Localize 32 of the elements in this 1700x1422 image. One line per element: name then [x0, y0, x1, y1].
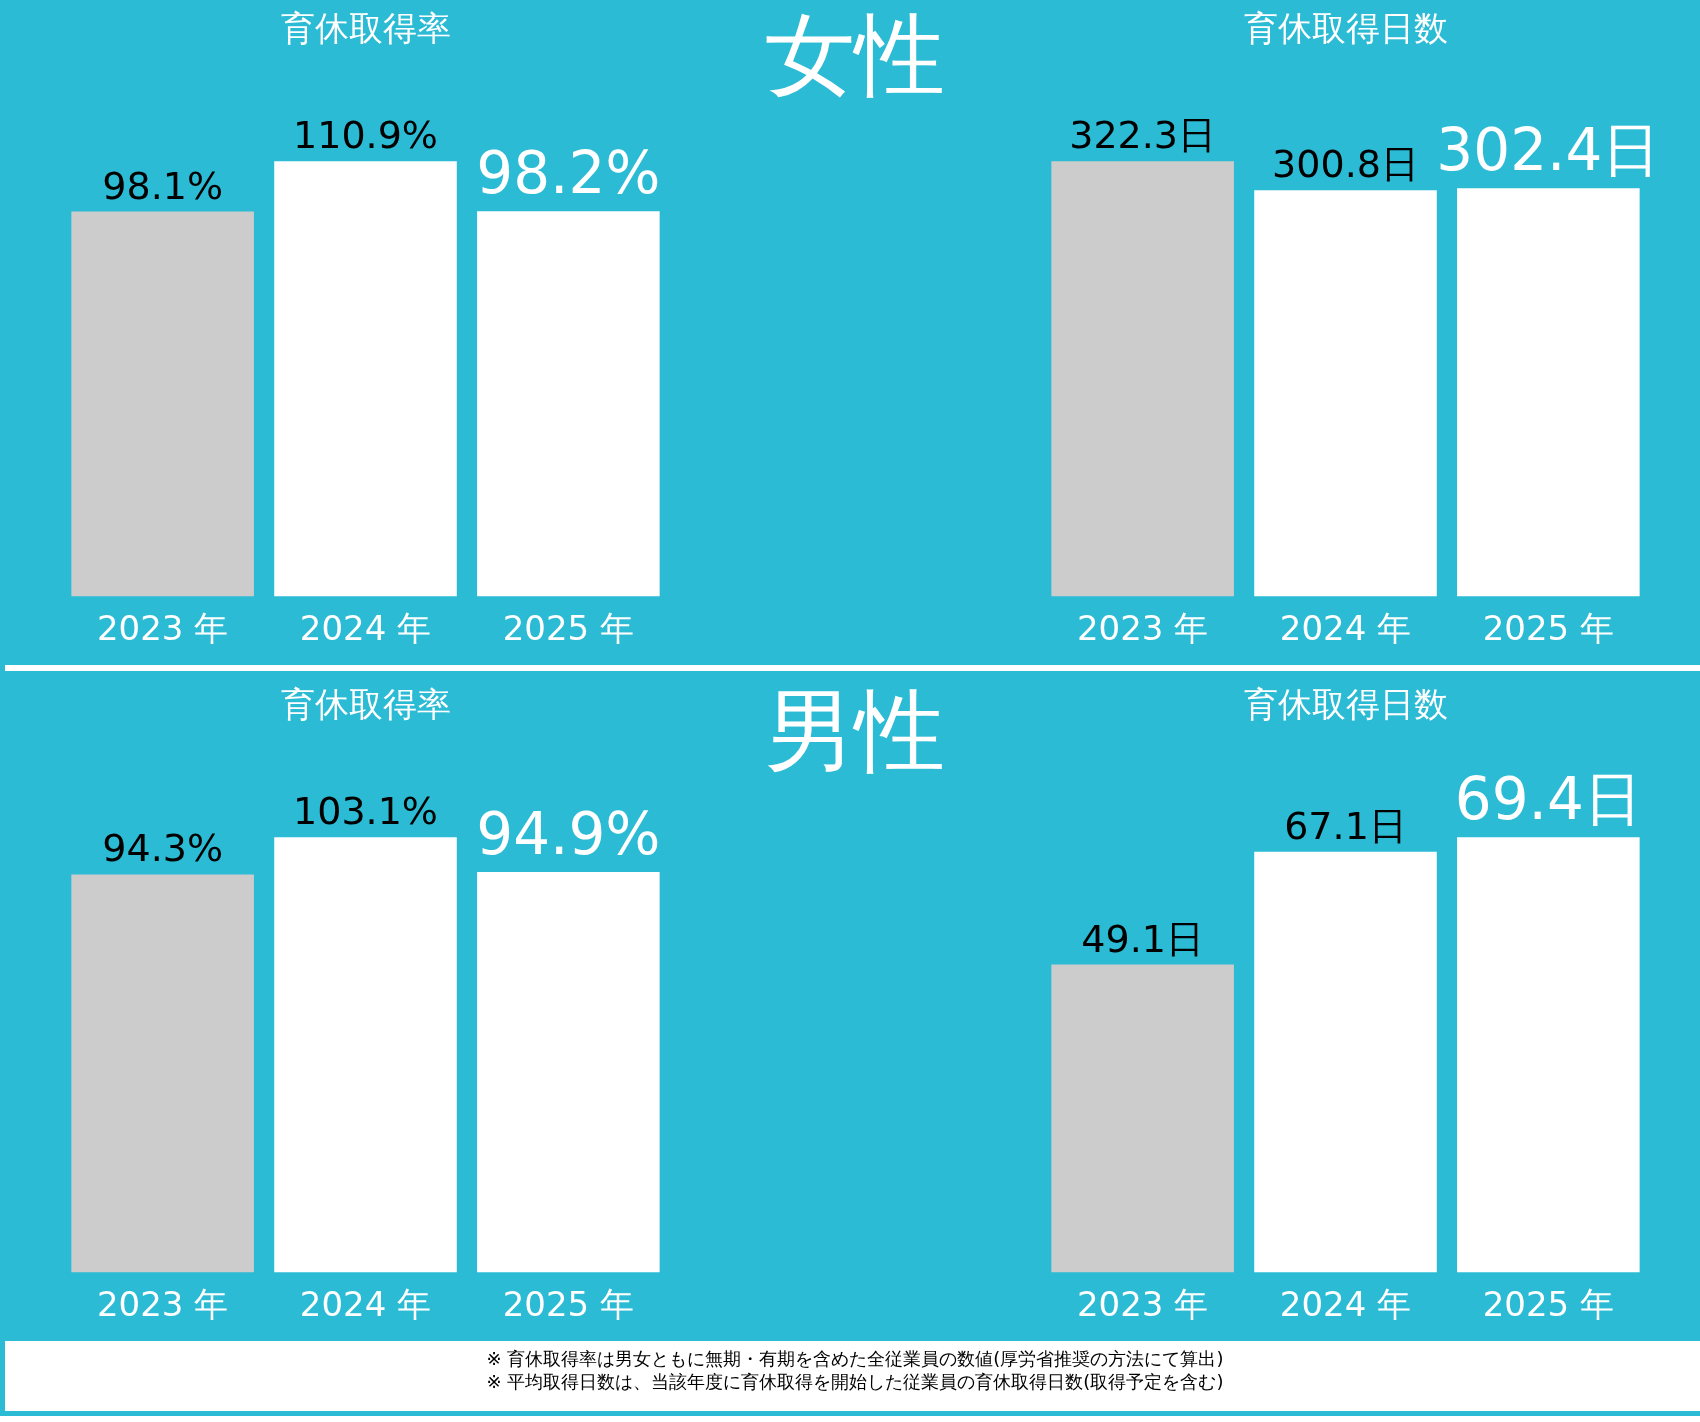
chart-title: 育休取得率 — [280, 683, 451, 724]
x-tick-label: 2025 年 — [1482, 1283, 1615, 1324]
text: ※ 育休取得率は男女ともに無期・有期を含めた全従業員の数値(厚労省推奨の方法にて算出) — [485, 1347, 1225, 1371]
data-label: 67.1日 — [1284, 803, 1407, 848]
x-tick-label: 2023 年 — [1076, 1283, 1209, 1324]
x-tick-label: 2024 年 — [299, 607, 432, 648]
chart-title: 育休取得率 — [280, 7, 451, 48]
x-tick-label: 2025 年 — [502, 1283, 635, 1324]
x-tick-label: 2023 年 — [1076, 607, 1209, 648]
text: ※ 平均取得日数は、当該年度に育休取得を開始した従業員の育休取得日数(取得予定を含む) — [485, 1370, 1225, 1394]
x-tick-label: 2024 年 — [299, 1283, 432, 1324]
x-tick-label: 2025 年 — [502, 607, 635, 648]
data-label: 49.1日 — [1081, 916, 1204, 961]
x-tick-label: 2023 年 — [96, 607, 229, 648]
chart-title: 育休取得日数 — [1243, 7, 1448, 48]
x-tick-label: 2024 年 — [1279, 607, 1412, 648]
data-label: 300.8日 — [1272, 142, 1419, 187]
data-label: 94.9% — [476, 799, 661, 868]
x-tick-label: 2024 年 — [1279, 1283, 1412, 1324]
x-tick-label: 2023 年 — [96, 1283, 229, 1324]
text: 男性 — [764, 678, 946, 783]
data-label: 94.3% — [102, 826, 223, 871]
data-label: 110.9% — [293, 113, 438, 158]
x-tick-label: 2025 年 — [1482, 607, 1615, 648]
data-label: 103.1% — [293, 789, 438, 834]
data-label: 98.2% — [476, 139, 661, 208]
data-label: 69.4日 — [1454, 765, 1642, 834]
data-label: 322.3日 — [1069, 113, 1217, 158]
data-label: 98.1% — [102, 163, 223, 208]
chart-title: 育休取得日数 — [1243, 683, 1448, 724]
text: 女性 — [764, 2, 946, 107]
data-label: 302.4日 — [1436, 116, 1661, 185]
